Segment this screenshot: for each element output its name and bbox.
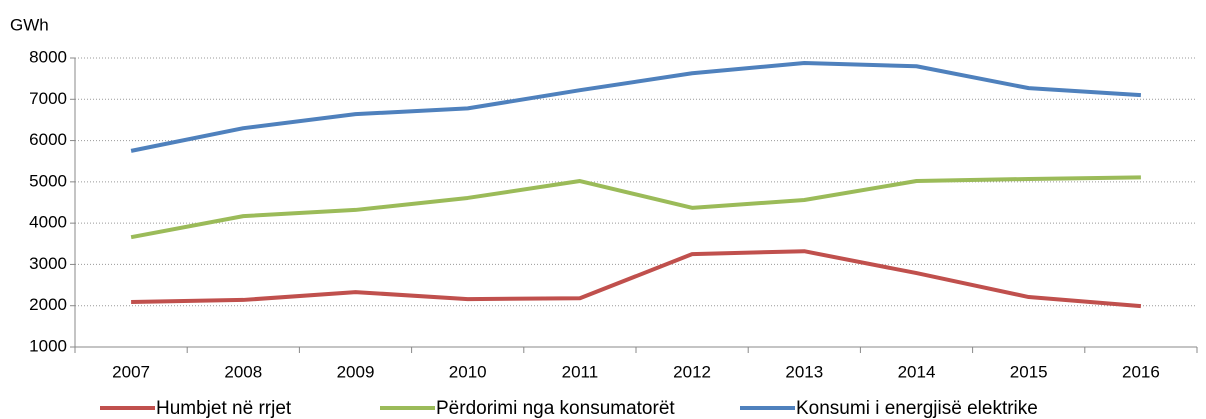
x-tick-label: 2011 bbox=[562, 362, 599, 381]
series-line bbox=[130, 175, 1141, 240]
y-tick-label: 8000 bbox=[29, 47, 67, 66]
y-tick-label: 3000 bbox=[29, 254, 67, 273]
y-tick-label: 1000 bbox=[29, 336, 67, 355]
legend-label: Humbjet në rrjet bbox=[156, 398, 292, 419]
x-tick-label: 2015 bbox=[1010, 362, 1048, 381]
y-axis-label: GWh bbox=[10, 15, 49, 34]
series-line bbox=[131, 249, 1142, 309]
legend-label: Përdorimi nga konsumatorët bbox=[436, 398, 675, 419]
x-tick-label: 2012 bbox=[673, 362, 711, 381]
x-tick-label: 2013 bbox=[785, 362, 823, 381]
y-tick-label: 4000 bbox=[29, 213, 67, 232]
x-tick-label: 2016 bbox=[1122, 362, 1160, 381]
y-tick-label: 7000 bbox=[29, 89, 67, 108]
series-line bbox=[130, 60, 1142, 153]
y-tick-label: 2000 bbox=[29, 295, 67, 314]
y-tick-label: 6000 bbox=[29, 130, 67, 149]
x-tick-label: 2009 bbox=[337, 362, 375, 381]
x-tick-label: 2014 bbox=[898, 362, 936, 381]
x-tick-label: 2008 bbox=[224, 362, 262, 381]
x-tick-label: 2010 bbox=[449, 362, 487, 381]
x-tick-label: 2007 bbox=[112, 362, 150, 381]
legend-label: Konsumi i energjisë elektrike bbox=[796, 398, 1038, 419]
y-tick-label: 5000 bbox=[29, 171, 67, 190]
